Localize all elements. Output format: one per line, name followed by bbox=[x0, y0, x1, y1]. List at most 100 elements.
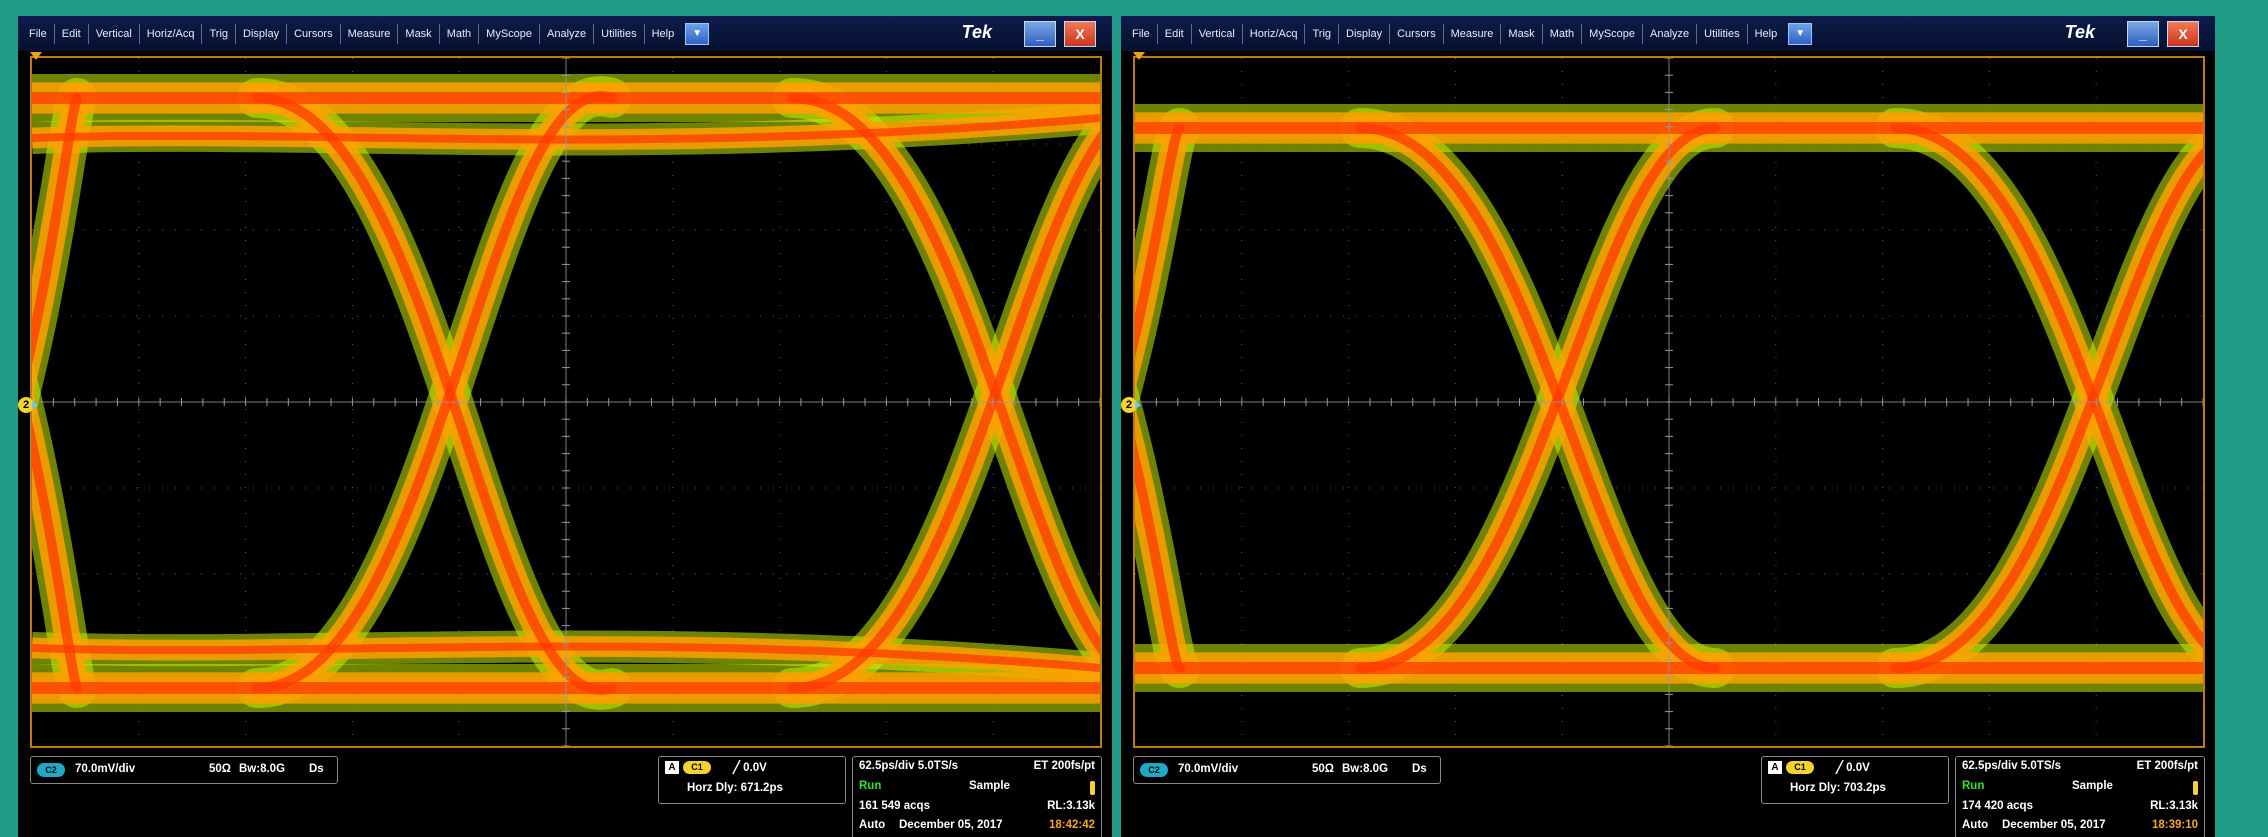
rising-edge-icon: ╱ bbox=[1836, 762, 1843, 774]
record-length: RL:3.13k bbox=[1047, 800, 1095, 812]
menu-trig[interactable]: Trig bbox=[202, 23, 237, 44]
acquisition-readout[interactable]: 62.5ps/div 5.0TS/s ET 200fs/pt Run Sampl… bbox=[1955, 756, 2205, 837]
menu-analyze[interactable]: Analyze bbox=[1643, 23, 1698, 44]
minimize-button[interactable]: _ bbox=[1024, 21, 1056, 47]
acquisition-readout[interactable]: 62.5ps/div 5.0TS/s ET 200fs/pt Run Sampl… bbox=[852, 756, 1102, 837]
channel-readout[interactable]: C2 70.0mV/div 50Ω Bw:8.0G Ds bbox=[1133, 756, 1441, 784]
menu-measure[interactable]: Measure bbox=[341, 23, 399, 44]
menu-cursors[interactable]: Cursors bbox=[1390, 23, 1444, 44]
menu-horiz-acq[interactable]: Horiz/Acq bbox=[140, 23, 203, 44]
menu-analyze[interactable]: Analyze bbox=[540, 23, 595, 44]
menu-vertical[interactable]: Vertical bbox=[89, 23, 140, 44]
trigger-level-value: 0.0V bbox=[1846, 762, 1870, 774]
input-impedance: 50Ω bbox=[1312, 763, 1335, 775]
record-length: RL:3.13k bbox=[2150, 800, 2198, 812]
trigger-level-value: 0.0V bbox=[743, 762, 767, 774]
menu-help[interactable]: Help bbox=[651, 27, 675, 40]
state-row: Run Sample bbox=[859, 780, 1095, 796]
trigger-mode: Auto bbox=[859, 819, 886, 831]
menu-trig[interactable]: Trig bbox=[1305, 23, 1340, 44]
menu-math[interactable]: Math bbox=[1543, 23, 1583, 44]
trigger-readout[interactable]: A C1 ╱ 0.0V Horz Dly: 671.2ps bbox=[658, 756, 846, 804]
menu-myscope[interactable]: MyScope bbox=[1582, 23, 1644, 44]
close-button[interactable]: X bbox=[2167, 21, 2199, 47]
trigger-position-marker[interactable] bbox=[30, 52, 42, 60]
tek-logo: Tek bbox=[2064, 22, 2095, 42]
trigger-source-badge: C1 bbox=[683, 761, 711, 774]
menu-utilities[interactable]: Utilities bbox=[594, 23, 645, 44]
trigger-readout[interactable]: A C1 ╱ 0.0V Horz Dly: 703.2ps bbox=[1761, 756, 1949, 804]
eye-diagram bbox=[1135, 58, 2203, 746]
input-impedance: 50Ω bbox=[209, 763, 232, 775]
channel-2-marker[interactable]: 2 bbox=[18, 397, 34, 413]
equivalent-time: ET 200fs/pt bbox=[2136, 760, 2198, 772]
thermometer-icon bbox=[2193, 781, 2198, 795]
menu-mask[interactable]: Mask bbox=[1501, 23, 1543, 44]
menu-myscope[interactable]: MyScope bbox=[479, 23, 541, 44]
menu-bar: File Edit Vertical Horiz/Acq Trig Display Curs… bbox=[1121, 16, 2215, 51]
date: December 05, 2017 bbox=[899, 819, 1003, 831]
menu-measure[interactable]: Measure bbox=[1444, 23, 1502, 44]
channel-mode: Ds bbox=[309, 763, 324, 775]
tek-logo: Tek bbox=[961, 22, 992, 42]
channel-2-marker[interactable]: 2 bbox=[1121, 397, 1137, 413]
channel-ground-arrow-icon bbox=[32, 401, 38, 409]
trigger-a-badge: A bbox=[665, 761, 679, 774]
chevron-down-icon[interactable]: ▼ bbox=[685, 22, 710, 45]
menu-edit[interactable]: Edit bbox=[55, 23, 89, 44]
equivalent-time: ET 200fs/pt bbox=[1033, 760, 1095, 772]
channel-ground-arrow-icon bbox=[1135, 401, 1141, 409]
menu-math[interactable]: Math bbox=[440, 23, 480, 44]
minimize-button[interactable]: _ bbox=[2127, 21, 2159, 47]
rising-edge-icon: ╱ bbox=[733, 762, 740, 774]
timebase-row: 62.5ps/div 5.0TS/s ET 200fs/pt bbox=[1962, 760, 2198, 776]
waveform-display[interactable] bbox=[1133, 56, 2205, 748]
waveform-display[interactable] bbox=[30, 56, 1102, 748]
trigger-position-marker[interactable] bbox=[1133, 52, 1145, 60]
menu-vertical[interactable]: Vertical bbox=[1192, 23, 1243, 44]
menu-cursors[interactable]: Cursors bbox=[287, 23, 341, 44]
scope-window-left: File Edit Vertical Horiz/Acq Trig Display Curs… bbox=[18, 16, 1112, 837]
acquisition-count: 174 420 acqs bbox=[1962, 800, 2033, 812]
menu-mask[interactable]: Mask bbox=[398, 23, 440, 44]
vertical-scale: 70.0mV/div bbox=[1178, 763, 1239, 775]
trigger-mode: Auto bbox=[1962, 819, 1989, 831]
menu-file[interactable]: File bbox=[1125, 23, 1158, 44]
vertical-scale: 70.0mV/div bbox=[75, 763, 136, 775]
chevron-down-icon[interactable]: ▼ bbox=[1788, 22, 1813, 45]
menu-display[interactable]: Display bbox=[236, 23, 288, 44]
menu-utilities[interactable]: Utilities bbox=[1697, 23, 1748, 44]
menu-horiz-acq[interactable]: Horiz/Acq bbox=[1243, 23, 1306, 44]
time: 18:39:10 bbox=[2151, 819, 2198, 831]
trigger-a-badge: A bbox=[1768, 761, 1782, 774]
run-state: Run bbox=[859, 780, 882, 792]
close-button[interactable]: X bbox=[1064, 21, 1096, 47]
channel-badge: C2 bbox=[37, 763, 65, 777]
eye-diagram bbox=[32, 58, 1100, 746]
count-row: 161 549 acqs RL:3.13k bbox=[859, 800, 1095, 816]
acquire-mode: Sample bbox=[2072, 780, 2113, 792]
trigger-level: ╱ 0.0V bbox=[733, 760, 767, 774]
horizontal-delay: Horz Dly: 671.2ps bbox=[687, 782, 783, 794]
acquire-mode: Sample bbox=[969, 780, 1010, 792]
datetime-row: Auto December 05, 2017 18:42:42 bbox=[859, 819, 1095, 835]
menu-edit[interactable]: Edit bbox=[1158, 23, 1192, 44]
menu-help[interactable]: Help bbox=[1754, 27, 1778, 40]
time: 18:42:42 bbox=[1048, 819, 1095, 831]
timebase: 62.5ps/div 5.0TS/s bbox=[859, 760, 959, 772]
channel-readout[interactable]: C2 70.0mV/div 50Ω Bw:8.0G Ds bbox=[30, 756, 338, 784]
menu-list: File Edit Vertical Horiz/Acq Trig Display Curs… bbox=[18, 16, 681, 51]
menu-display[interactable]: Display bbox=[1339, 23, 1391, 44]
channel-badge: C2 bbox=[1140, 763, 1168, 777]
timebase-row: 62.5ps/div 5.0TS/s ET 200fs/pt bbox=[859, 760, 1095, 776]
trigger-source-badge: C1 bbox=[1786, 761, 1814, 774]
trigger-level: ╱ 0.0V bbox=[1836, 760, 1870, 774]
thermometer-icon bbox=[1090, 781, 1095, 795]
scope-window-right: File Edit Vertical Horiz/Acq Trig Display Curs… bbox=[1121, 16, 2215, 837]
menu-list: File Edit Vertical Horiz/Acq Trig Display Curs… bbox=[1121, 16, 1784, 51]
channel-mode: Ds bbox=[1412, 763, 1427, 775]
bandwidth-limit: Bw:8.0G bbox=[239, 763, 286, 775]
menu-file[interactable]: File bbox=[22, 23, 55, 44]
bandwidth-limit: Bw:8.0G bbox=[1342, 763, 1389, 775]
run-state: Run bbox=[1962, 780, 1985, 792]
